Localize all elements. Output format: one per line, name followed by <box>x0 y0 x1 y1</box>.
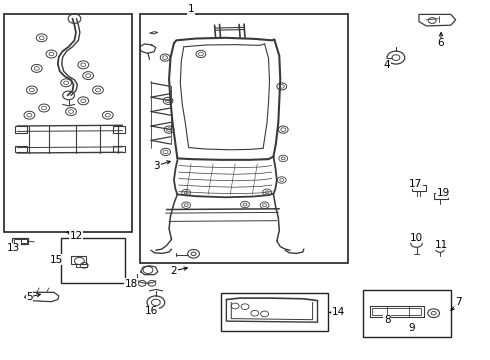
Bar <box>14 239 21 243</box>
Bar <box>372 308 421 315</box>
Text: 17: 17 <box>409 179 422 189</box>
Text: 16: 16 <box>145 306 159 316</box>
Bar <box>15 126 27 133</box>
Text: 12: 12 <box>69 231 83 241</box>
Text: 1: 1 <box>188 4 195 14</box>
Bar <box>61 238 125 283</box>
Bar <box>412 185 426 191</box>
Text: 13: 13 <box>7 243 21 253</box>
Text: 15: 15 <box>49 255 63 265</box>
Bar <box>71 256 86 264</box>
Text: 11: 11 <box>434 240 448 250</box>
Bar <box>363 290 451 337</box>
Bar <box>370 306 424 317</box>
Text: 2: 2 <box>171 266 177 276</box>
Bar <box>15 146 27 152</box>
Text: 18: 18 <box>124 279 138 289</box>
Bar <box>4 14 132 232</box>
Text: 14: 14 <box>331 307 345 318</box>
Bar <box>220 293 328 331</box>
Bar <box>113 146 125 152</box>
Bar <box>12 238 28 244</box>
Text: 5: 5 <box>26 292 33 302</box>
Bar <box>113 126 125 133</box>
Bar <box>21 239 27 243</box>
Bar <box>434 193 448 199</box>
Bar <box>76 264 87 267</box>
Text: 19: 19 <box>437 188 450 198</box>
Text: 9: 9 <box>408 323 415 333</box>
Text: 3: 3 <box>153 161 160 171</box>
Text: 4: 4 <box>384 60 391 70</box>
Text: 7: 7 <box>455 297 462 307</box>
Text: 8: 8 <box>384 315 391 325</box>
Bar <box>140 14 348 263</box>
Text: 6: 6 <box>438 38 444 48</box>
Text: 10: 10 <box>410 233 423 243</box>
